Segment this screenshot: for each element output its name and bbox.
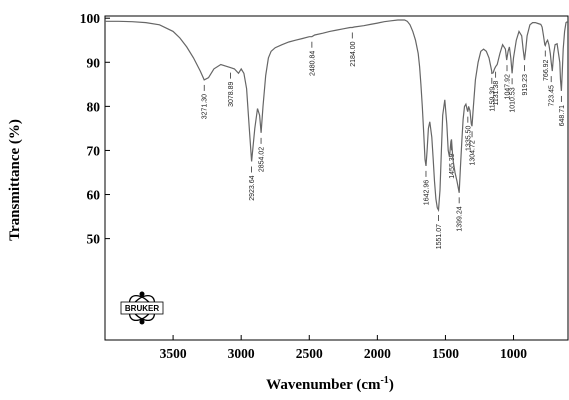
x-axis-title-text: Wavenumber (cm bbox=[266, 377, 381, 393]
x-tick-label: 3500 bbox=[160, 346, 187, 361]
peak-label: 3078.89 bbox=[228, 81, 235, 106]
peak-label: 1642.96 bbox=[424, 180, 431, 205]
y-tick-label: 100 bbox=[80, 11, 101, 26]
peak-label: 3271.30 bbox=[202, 94, 209, 119]
bruker-logo: BRUKER bbox=[120, 291, 164, 325]
peak-label: 1399.24 bbox=[457, 206, 464, 231]
x-tick-label: 2000 bbox=[364, 346, 391, 361]
x-axis-title-close: ) bbox=[389, 377, 394, 393]
peak-label: 2184.00 bbox=[350, 41, 357, 66]
peak-label: 919.23 bbox=[522, 74, 529, 96]
x-axis-ticks: 3500 3000 2500 2000 1500 1000 bbox=[160, 335, 527, 361]
peak-label: 1131.38 bbox=[493, 81, 500, 106]
x-axis-title: Wavenumber (cm-1) bbox=[266, 375, 394, 393]
peak-label: 1335.50 bbox=[465, 126, 472, 151]
bruker-logo-text: BRUKER bbox=[125, 304, 159, 313]
peak-label: 1304.72 bbox=[470, 140, 477, 165]
peak-label: 1047.92 bbox=[505, 74, 512, 99]
plot-area: 50 60 70 80 90 100 3500 3000 2500 2000 1500 1000 3… bbox=[80, 11, 569, 361]
x-tick-label: 2500 bbox=[296, 346, 323, 361]
peak-label: 1010.53 bbox=[510, 87, 517, 112]
y-tick-label: 80 bbox=[87, 99, 101, 114]
y-axis-title: Transmittance (%) bbox=[7, 119, 23, 241]
y-tick-label: 70 bbox=[87, 143, 101, 158]
x-axis-title-exponent: -1 bbox=[380, 375, 388, 386]
peak-label: 723.45 bbox=[549, 85, 556, 107]
peak-label: 648.71 bbox=[559, 105, 566, 127]
peak-label: 1455.39 bbox=[449, 153, 456, 178]
peak-label: 2854.02 bbox=[259, 147, 266, 172]
spectrum-line bbox=[105, 19, 568, 213]
peak-label: 766.92 bbox=[543, 59, 550, 81]
x-tick-label: 1500 bbox=[432, 346, 459, 361]
y-axis-ticks: 50 60 70 80 90 100 bbox=[80, 11, 110, 247]
x-tick-label: 1000 bbox=[500, 346, 527, 361]
peak-label: 1159.39 bbox=[489, 87, 496, 112]
y-tick-label: 50 bbox=[87, 232, 101, 247]
x-tick-label: 3000 bbox=[228, 346, 255, 361]
peak-label: 2480.84 bbox=[309, 51, 316, 76]
y-tick-label: 90 bbox=[87, 55, 101, 70]
plot-frame bbox=[104, 15, 569, 341]
y-tick-label: 60 bbox=[87, 188, 101, 203]
peak-label: 1551.07 bbox=[436, 224, 443, 249]
peak-label: 2923.64 bbox=[249, 175, 256, 200]
